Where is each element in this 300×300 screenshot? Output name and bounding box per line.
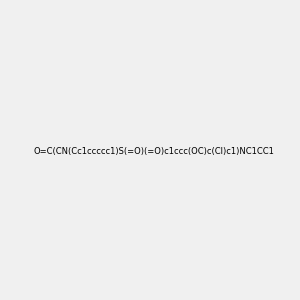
Text: O=C(CN(Cc1ccccc1)S(=O)(=O)c1ccc(OC)c(Cl)c1)NC1CC1: O=C(CN(Cc1ccccc1)S(=O)(=O)c1ccc(OC)c(Cl)… bbox=[33, 147, 274, 156]
